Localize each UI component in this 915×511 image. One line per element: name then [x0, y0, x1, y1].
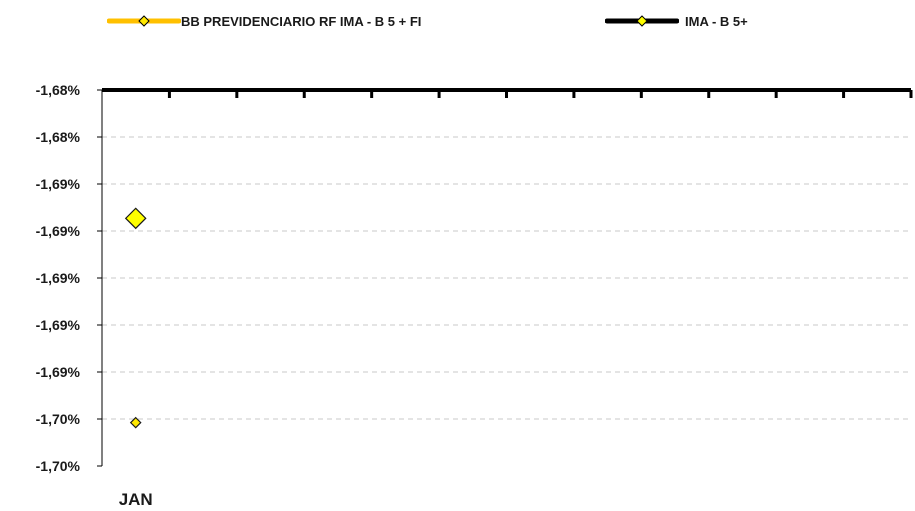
y-tick-label: -1,68% [36, 82, 81, 98]
legend-item-series-1: BB PREVIDENCIARIO RF IMA - B 5 + FI [107, 9, 421, 33]
legend: BB PREVIDENCIARIO RF IMA - B 5 + FI IMA … [0, 9, 915, 33]
legend-item-series-2: IMA - B 5+ [605, 9, 748, 33]
y-tick-label: -1,70% [36, 458, 81, 474]
data-point-series-2 [124, 207, 147, 230]
y-tick-label: -1,69% [36, 270, 81, 286]
legend-label-series-2: IMA - B 5+ [685, 13, 748, 29]
y-tick-label: -1,69% [36, 317, 81, 333]
legend-swatch-series-1 [107, 15, 181, 27]
y-tick-label: -1,69% [36, 223, 81, 239]
y-tick-label: -1,70% [36, 411, 81, 427]
legend-swatch-series-2 [605, 15, 679, 27]
x-tick-label: JAN [119, 490, 153, 509]
data-point-series-1 [129, 416, 142, 429]
legend-label-series-1: BB PREVIDENCIARIO RF IMA - B 5 + FI [181, 13, 422, 29]
y-tick-label: -1,68% [36, 129, 81, 145]
y-tick-label: -1,69% [36, 176, 81, 192]
y-tick-label: -1,69% [36, 364, 81, 380]
